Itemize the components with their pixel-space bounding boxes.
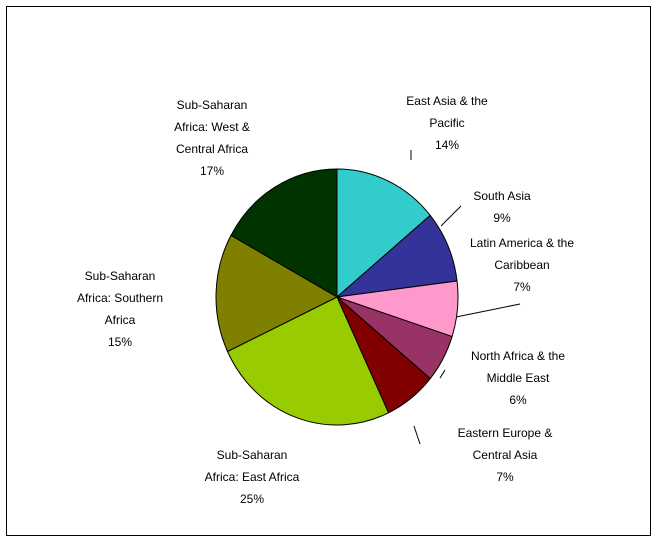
slice-name: Sub-Saharan Africa: West & Central Afric… bbox=[174, 98, 250, 156]
slice-name: South Asia bbox=[473, 189, 531, 203]
pie-slice bbox=[215, 234, 339, 353]
slice-label: South Asia 9% bbox=[412, 185, 592, 229]
slice-label: Sub-Saharan Africa: Southern Africa 15% bbox=[30, 265, 210, 353]
slice-percent: 7% bbox=[513, 280, 531, 294]
slice-name: Latin America & the Caribbean bbox=[469, 236, 575, 272]
slice-label: Eastern Europe & Central Asia 7% bbox=[415, 422, 595, 488]
slice-percent: 7% bbox=[496, 470, 514, 484]
pie-slice bbox=[336, 168, 431, 299]
slice-label: Sub-Saharan Africa: East Africa 25% bbox=[162, 444, 342, 510]
slice-name: Eastern Europe & Central Asia bbox=[457, 426, 553, 462]
slice-percent: 15% bbox=[107, 335, 133, 349]
slice-percent: 14% bbox=[434, 138, 460, 152]
slice-name: Sub-Saharan Africa: Southern Africa bbox=[76, 269, 164, 327]
leader-line bbox=[413, 425, 421, 445]
slice-percent: 25% bbox=[239, 492, 265, 506]
leader-line bbox=[440, 205, 462, 227]
leader-line bbox=[455, 303, 521, 318]
slice-label: Latin America & the Caribbean 7% bbox=[432, 232, 612, 298]
leader-lines bbox=[410, 150, 521, 445]
slice-name: Sub-Saharan Africa: East Africa bbox=[204, 448, 300, 484]
slice-percent: 9% bbox=[493, 211, 511, 225]
slice-name: North Africa & the Middle East bbox=[470, 349, 566, 385]
slice-label: East Asia & the Pacific 14% bbox=[357, 90, 537, 156]
slice-label: Sub-Saharan Africa: West & Central Afric… bbox=[122, 94, 302, 182]
pie-slice bbox=[226, 296, 390, 426]
slice-percent: 17% bbox=[199, 164, 225, 178]
leader-line bbox=[439, 369, 446, 379]
slice-name: East Asia & the Pacific bbox=[406, 94, 488, 130]
slice-percent: 6% bbox=[509, 393, 527, 407]
slice-label: North Africa & the Middle East 6% bbox=[428, 345, 608, 411]
pie-slice bbox=[230, 168, 338, 298]
